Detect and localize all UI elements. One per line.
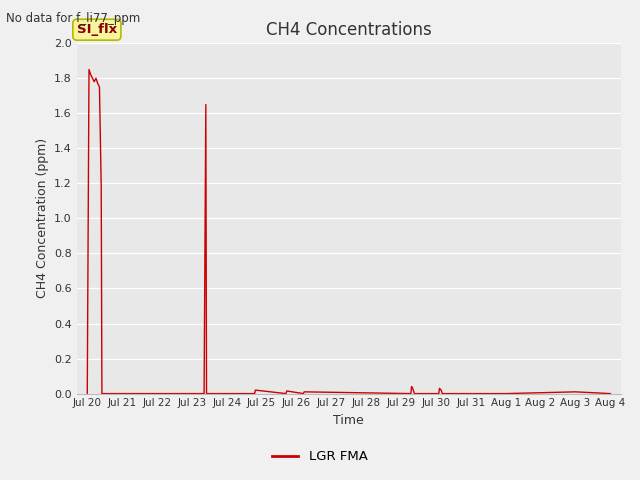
X-axis label: Time: Time bbox=[333, 414, 364, 427]
Text: SI_flx: SI_flx bbox=[77, 23, 117, 36]
Text: No data for f_li77_ppm: No data for f_li77_ppm bbox=[6, 12, 141, 25]
Legend: LGR FMA: LGR FMA bbox=[267, 445, 373, 468]
Title: CH4 Concentrations: CH4 Concentrations bbox=[266, 21, 431, 39]
Y-axis label: CH4 Concentration (ppm): CH4 Concentration (ppm) bbox=[36, 138, 49, 299]
